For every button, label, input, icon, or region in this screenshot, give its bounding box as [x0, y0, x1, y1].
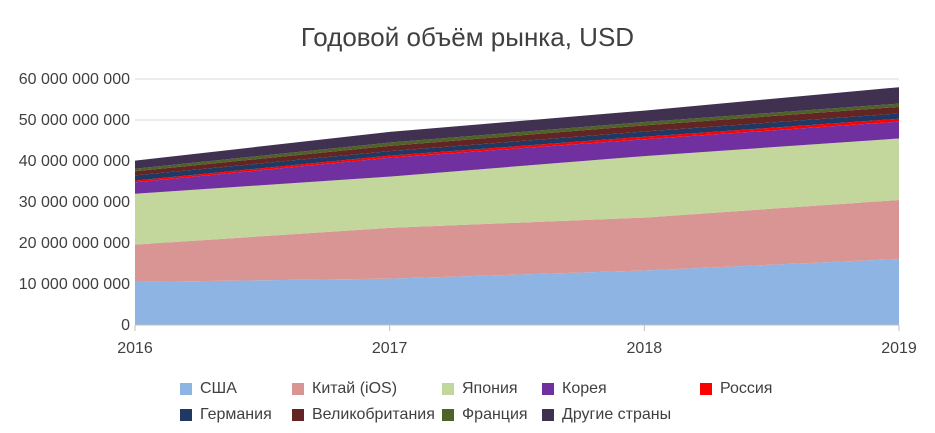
legend-item: Россия	[700, 380, 772, 398]
y-tick-labels: 0 10 000 000 000 20 000 000 000 30 000 000 …	[19, 71, 130, 334]
legend-item: Другие страны	[542, 406, 671, 424]
x-tick-label: 2016	[117, 340, 153, 357]
legend-label: Другие страны	[562, 406, 672, 423]
x-tick-labels: 2016 2017 2018 2019	[117, 340, 917, 357]
legend-item: Великобритания	[292, 406, 435, 424]
axes	[134, 324, 900, 331]
legend-item: Франция	[442, 406, 528, 424]
legend-item: Япония	[442, 380, 518, 398]
legend-swatch	[542, 409, 554, 421]
x-tick-label: 2018	[627, 340, 663, 357]
legend-item: Германия	[180, 406, 272, 424]
legend-item: США	[180, 380, 237, 398]
x-tick-label: 2017	[372, 340, 408, 357]
area-series-6	[135, 106, 899, 176]
area-series-8	[135, 87, 899, 169]
legend-label: Япония	[462, 380, 518, 397]
legend-swatch	[292, 383, 304, 395]
area-series	[135, 87, 899, 325]
chart-title: Годовой объём рынка, USD	[300, 22, 635, 52]
area-series-5	[135, 113, 899, 181]
y-tick-label: 60 000 000 000	[19, 71, 130, 88]
y-tick-label: 20 000 000 000	[19, 235, 130, 252]
legend-item: Корея	[542, 380, 607, 398]
legend-label: Россия	[720, 380, 773, 397]
legend-label: Великобритания	[312, 406, 435, 423]
legend-label: США	[200, 380, 237, 397]
area-series-1	[135, 199, 899, 282]
legend-swatch	[292, 409, 304, 421]
legend-swatch	[700, 383, 712, 395]
area-series-7	[135, 103, 899, 172]
area-series-0	[135, 258, 899, 325]
area-series-3	[135, 121, 899, 194]
legend-label: Корея	[562, 380, 607, 397]
legend-swatch	[180, 409, 192, 421]
legend-swatch	[180, 383, 192, 395]
legend-swatch	[442, 383, 454, 395]
legend-item: Китай (iOS)	[292, 380, 397, 398]
legend-swatch	[542, 383, 554, 395]
y-tick-label: 40 000 000 000	[19, 153, 130, 170]
area-series-4	[135, 118, 899, 183]
legend-label: Китай (iOS)	[312, 380, 398, 397]
legend-label: Франция	[462, 406, 528, 423]
legend-label: Германия	[200, 406, 272, 423]
legend-swatch	[442, 409, 454, 421]
y-tick-label: 10 000 000 000	[19, 276, 130, 293]
y-tick-label: 0	[121, 317, 130, 334]
area-series-2	[135, 138, 899, 245]
y-tick-label: 50 000 000 000	[19, 112, 130, 129]
x-tick-label: 2019	[881, 340, 917, 357]
y-tick-label: 30 000 000 000	[19, 194, 130, 211]
